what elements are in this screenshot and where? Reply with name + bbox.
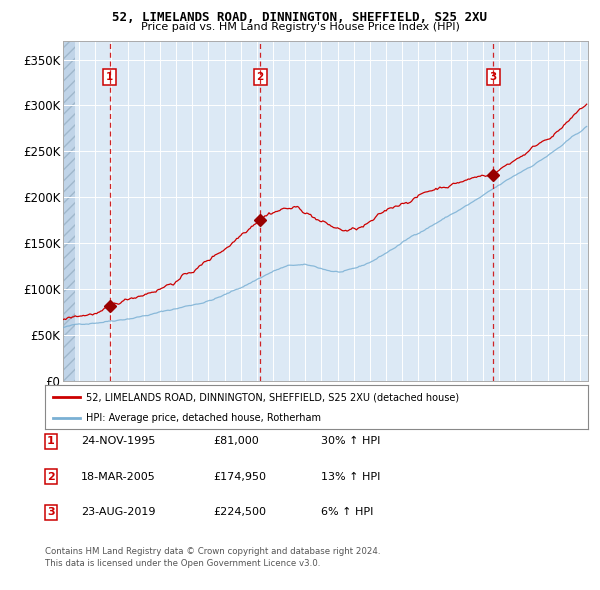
Text: 24-NOV-1995: 24-NOV-1995 — [81, 437, 155, 446]
Text: 23-AUG-2019: 23-AUG-2019 — [81, 507, 155, 517]
Text: 13% ↑ HPI: 13% ↑ HPI — [321, 472, 380, 481]
Text: 30% ↑ HPI: 30% ↑ HPI — [321, 437, 380, 446]
Text: 1: 1 — [47, 437, 55, 446]
Text: 52, LIMELANDS ROAD, DINNINGTON, SHEFFIELD, S25 2XU: 52, LIMELANDS ROAD, DINNINGTON, SHEFFIEL… — [113, 11, 487, 24]
Text: This data is licensed under the Open Government Licence v3.0.: This data is licensed under the Open Gov… — [45, 559, 320, 568]
Text: Price paid vs. HM Land Registry's House Price Index (HPI): Price paid vs. HM Land Registry's House … — [140, 22, 460, 32]
Text: 2: 2 — [257, 72, 264, 82]
Text: 2: 2 — [47, 472, 55, 481]
Text: £81,000: £81,000 — [213, 437, 259, 446]
Text: 6% ↑ HPI: 6% ↑ HPI — [321, 507, 373, 517]
Text: 18-MAR-2005: 18-MAR-2005 — [81, 472, 156, 481]
Text: 3: 3 — [490, 72, 497, 82]
Text: £174,950: £174,950 — [213, 472, 266, 481]
Text: £224,500: £224,500 — [213, 507, 266, 517]
Text: 1: 1 — [106, 72, 113, 82]
Text: 52, LIMELANDS ROAD, DINNINGTON, SHEFFIELD, S25 2XU (detached house): 52, LIMELANDS ROAD, DINNINGTON, SHEFFIEL… — [86, 392, 459, 402]
Text: Contains HM Land Registry data © Crown copyright and database right 2024.: Contains HM Land Registry data © Crown c… — [45, 547, 380, 556]
Bar — [63, 41, 75, 381]
Text: HPI: Average price, detached house, Rotherham: HPI: Average price, detached house, Roth… — [86, 413, 321, 423]
Text: 3: 3 — [47, 507, 55, 517]
